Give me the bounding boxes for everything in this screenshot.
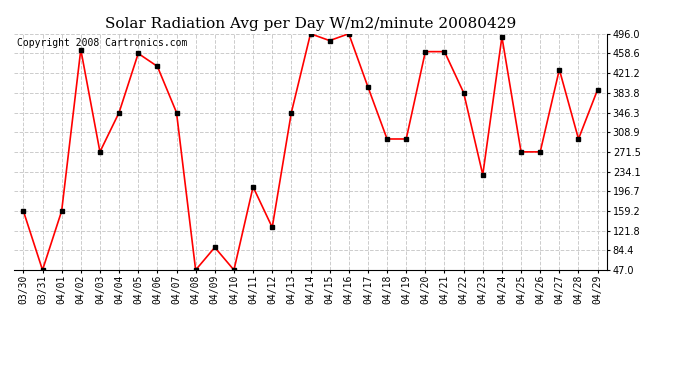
Text: Copyright 2008 Cartronics.com: Copyright 2008 Cartronics.com <box>17 39 187 48</box>
Title: Solar Radiation Avg per Day W/m2/minute 20080429: Solar Radiation Avg per Day W/m2/minute … <box>105 17 516 31</box>
